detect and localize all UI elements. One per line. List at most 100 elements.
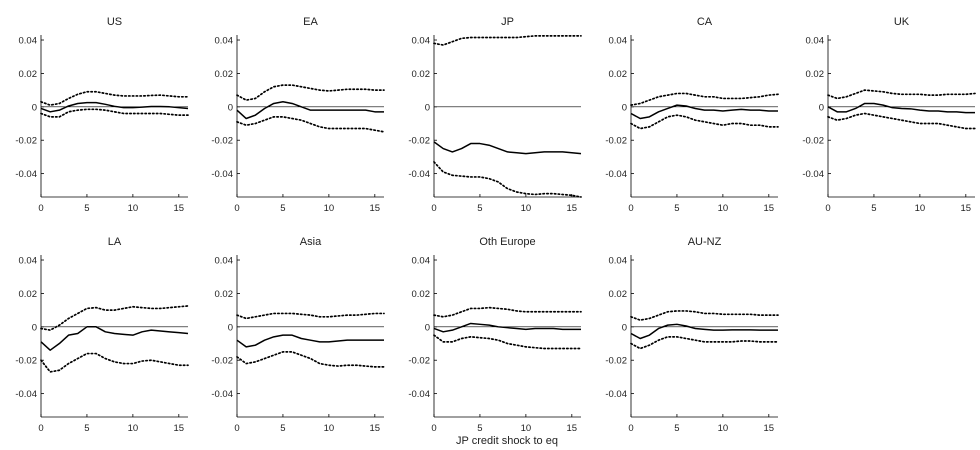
y-tick-label: 0 <box>32 102 37 113</box>
x-tick-label: 15 <box>174 423 185 434</box>
figure-xlabel: JP credit shock to eq <box>456 435 558 447</box>
y-tick-label: 0.02 <box>412 289 431 300</box>
x-tick-label: 15 <box>961 203 972 214</box>
response-line <box>827 102 975 114</box>
upper-band-line <box>433 306 582 318</box>
y-tick-label: -0.04 <box>211 389 233 400</box>
panel-title: LA <box>108 236 122 248</box>
x-tick-label: 5 <box>674 203 679 214</box>
lower-band-line <box>40 108 189 118</box>
y-tick-label: 0.04 <box>412 256 431 267</box>
upper-band-line <box>630 92 779 106</box>
x-tick-label: 0 <box>431 423 436 434</box>
panel-jp: JP -0.04 -0.02 0 0.02 0.04 0 5 10 15 <box>408 16 582 214</box>
panel-title: EA <box>303 16 318 28</box>
x-tick-label: 15 <box>174 203 185 214</box>
y-tick-label: -0.04 <box>605 169 627 180</box>
y-tick-label: 0.04 <box>609 256 628 267</box>
lower-band-line <box>40 352 189 373</box>
x-tick-label: 5 <box>280 423 285 434</box>
x-tick-label: 5 <box>674 423 679 434</box>
y-tick-label: 0.02 <box>215 289 234 300</box>
panel-title: UK <box>894 16 910 28</box>
x-tick-label: 0 <box>234 203 239 214</box>
y-tick-label: -0.04 <box>802 169 824 180</box>
panel-ea: EA -0.04 -0.02 0 0.02 0.04 0 5 10 15 <box>211 16 385 214</box>
response-line <box>630 104 778 120</box>
response-line <box>630 323 778 340</box>
y-tick-label: 0 <box>622 102 627 113</box>
x-tick-label: 10 <box>128 423 139 434</box>
y-tick-label: 0 <box>819 102 824 113</box>
x-tick-label: 10 <box>521 203 532 214</box>
panel-au-nz: AU-NZ -0.04 -0.02 0 0.02 0.04 0 5 10 15 <box>605 236 779 434</box>
panel-title: Asia <box>300 236 322 248</box>
x-tick-label: 5 <box>477 423 482 434</box>
x-tick-label: 0 <box>38 423 43 434</box>
y-tick-label: -0.02 <box>15 356 37 367</box>
panel-title: Oth Europe <box>479 236 535 248</box>
upper-band-line <box>236 84 385 101</box>
y-tick-label: 0.04 <box>412 36 431 47</box>
x-tick-label: 0 <box>628 203 633 214</box>
y-tick-label: -0.04 <box>605 389 627 400</box>
y-tick-label: -0.04 <box>15 389 37 400</box>
response-line <box>40 101 189 113</box>
y-tick-label: 0.02 <box>215 69 234 80</box>
y-tick-label: 0.02 <box>806 69 825 80</box>
x-tick-label: 10 <box>521 423 532 434</box>
upper-band-line <box>827 89 976 100</box>
x-tick-label: 5 <box>280 203 285 214</box>
y-tick-label: -0.04 <box>211 169 233 180</box>
x-tick-label: 10 <box>324 203 335 214</box>
response-line <box>433 141 582 155</box>
x-tick-label: 15 <box>764 423 775 434</box>
upper-band-line <box>40 305 189 331</box>
y-tick-label: 0.02 <box>609 289 628 300</box>
x-tick-label: 10 <box>915 203 926 214</box>
lower-band-line <box>630 114 779 130</box>
lower-band-line <box>630 335 779 350</box>
y-tick-label: -0.02 <box>211 136 233 147</box>
panel-oth-europe: Oth Europe -0.04 -0.02 0 0.02 0.04 0 5 10 15 <box>408 236 582 434</box>
x-tick-label: 10 <box>128 203 139 214</box>
y-tick-label: 0 <box>425 322 430 333</box>
x-tick-label: 15 <box>567 423 578 434</box>
y-tick-label: 0.04 <box>609 36 628 47</box>
y-tick-label: -0.04 <box>15 169 37 180</box>
x-tick-label: 5 <box>477 203 482 214</box>
x-tick-label: 10 <box>324 423 335 434</box>
y-tick-label: 0 <box>228 322 233 333</box>
y-tick-label: 0.04 <box>19 36 38 47</box>
upper-band-line <box>236 312 385 320</box>
panel-asia: Asia -0.04 -0.02 0 0.02 0.04 0 5 10 15 <box>211 236 385 434</box>
x-tick-label: 0 <box>628 423 633 434</box>
lower-band-line <box>827 112 976 130</box>
y-tick-label: -0.02 <box>15 136 37 147</box>
x-tick-label: 10 <box>718 203 729 214</box>
panel-title: AU-NZ <box>688 236 722 248</box>
response-line <box>40 326 189 351</box>
x-tick-label: 0 <box>38 203 43 214</box>
x-tick-label: 5 <box>871 203 876 214</box>
y-tick-label: 0 <box>425 102 430 113</box>
y-tick-label: 0.04 <box>19 256 38 267</box>
panel-title: JP <box>501 16 514 28</box>
panel-uk: UK -0.04 -0.02 0 0.02 0.04 0 5 10 15 <box>802 16 976 214</box>
upper-band-line <box>433 34 582 46</box>
x-tick-label: 0 <box>234 423 239 434</box>
y-tick-label: 0 <box>228 102 233 113</box>
upper-band-line <box>630 310 779 321</box>
y-tick-label: -0.02 <box>802 136 824 147</box>
upper-band-line <box>40 90 189 106</box>
panel-title: US <box>107 16 122 28</box>
panel-grid: US -0.04 -0.02 0 0.02 0.04 0 5 10 15 EA -0.04 -0.02 0… <box>15 16 976 434</box>
y-tick-label: 0.02 <box>19 69 38 80</box>
x-tick-label: 0 <box>825 203 830 214</box>
x-tick-label: 5 <box>84 423 89 434</box>
x-tick-label: 5 <box>84 203 89 214</box>
lower-band-line <box>236 351 385 368</box>
y-tick-label: -0.02 <box>408 136 430 147</box>
response-line <box>433 322 581 333</box>
